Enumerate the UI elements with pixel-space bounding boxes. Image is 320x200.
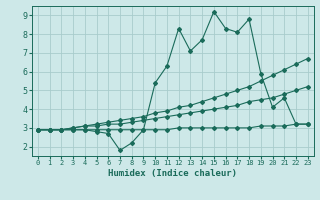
X-axis label: Humidex (Indice chaleur): Humidex (Indice chaleur)	[108, 169, 237, 178]
